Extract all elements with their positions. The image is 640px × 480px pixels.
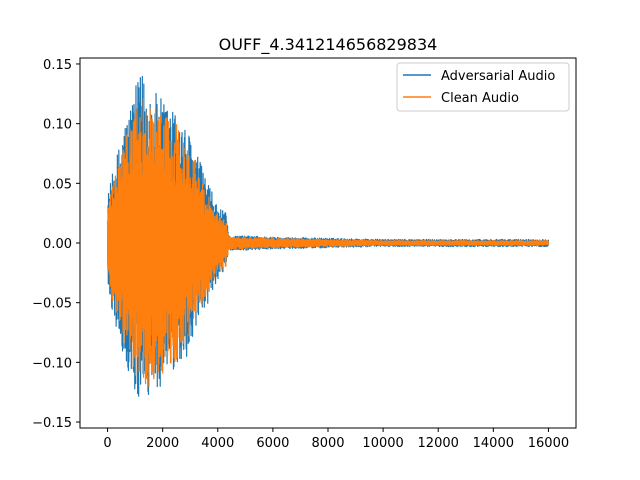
legend-box	[396, 62, 570, 112]
x-tick-label: 2000	[146, 436, 179, 451]
legend-label-adversarial: Adversarial Audio	[441, 69, 555, 84]
x-tick-label: 12000	[418, 436, 459, 451]
y-tick-label: −0.05	[32, 297, 72, 312]
series-layer	[106, 75, 550, 397]
y-tick-label: 0.00	[43, 237, 72, 252]
x-tick-label: 0	[103, 436, 111, 451]
chart-title: OUFF_4.341214656829834	[219, 35, 438, 55]
y-tick-label: −0.10	[32, 356, 72, 371]
x-tick-label: 8000	[311, 436, 344, 451]
y-axis: 0.15 0.10 0.05 0.00 −0.05 −0.10 −0.15	[32, 58, 80, 431]
x-tick-label: 6000	[256, 436, 289, 451]
legend-label-clean: Clean Audio	[441, 91, 519, 106]
y-tick-label: 0.10	[43, 118, 72, 133]
legend: Adversarial Audio Clean Audio	[396, 62, 570, 112]
x-axis: 0 2000 4000 6000 8000 10000 12000 14000 16000	[103, 428, 569, 451]
y-tick-label: 0.15	[43, 58, 72, 73]
x-tick-label: 14000	[473, 436, 514, 451]
plot-area: 0 2000 4000 6000 8000 10000 12000 14000 16000 0.…	[32, 57, 577, 451]
y-tick-label: −0.15	[32, 416, 72, 431]
y-tick-label: 0.05	[43, 177, 72, 192]
x-tick-label: 10000	[362, 436, 403, 451]
series-clean-audio	[106, 98, 550, 387]
x-tick-label: 16000	[528, 436, 569, 451]
x-tick-label: 4000	[201, 436, 234, 451]
